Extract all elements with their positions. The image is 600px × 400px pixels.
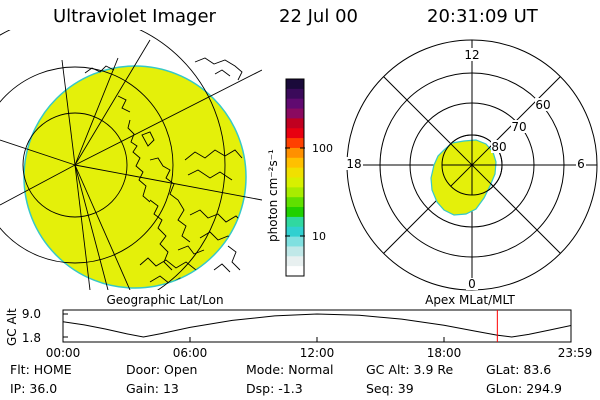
colorbar-segment [286,256,304,267]
date-label: 22 Jul 00 [279,6,358,27]
alt-tick-top: 9.0 [22,307,41,321]
status-gc-alt: GC Alt: 3.9 Re [366,362,454,377]
earth-disk [23,65,247,289]
status-glon: GLon: 294.9 [486,381,562,396]
status-ip: IP: 36.0 [10,381,58,396]
colorbar-segment [286,88,304,100]
mlt-label-0: 0 [468,277,476,291]
colorbar-segment [286,207,304,218]
orbit-altitude-line [63,313,571,338]
status-door: Door: Open [126,362,198,377]
colorbar-segment [286,246,304,257]
lat-label-70: 70 [511,120,526,134]
auroral-oval [430,139,497,216]
time-tick-3: 18:00 [427,346,462,360]
colorbar-segment [286,98,304,110]
colorbar-segment [286,147,304,159]
colorbar-segment [286,226,304,238]
alt-tick-bottom: 1.8 [22,331,41,345]
status-dsp: Dsp: -1.3 [246,381,303,396]
time-tick-0: 00:00 [46,346,81,360]
alt-axis-label: GC Alt [5,308,19,346]
colorbar-segment [286,157,304,169]
instrument-title: Ultraviolet Imager [53,6,216,27]
time-tick-1: 06:00 [173,346,208,360]
lat-label-80: 80 [491,140,506,154]
colorbar-segment [286,167,304,178]
colorbar-segment [286,187,304,198]
grid-lines [0,30,262,290]
time-label: 20:31:09 UT [427,6,538,27]
colorbar-ticks [285,147,305,237]
colorbar-segment [286,236,304,247]
colorbar-segment [286,266,304,277]
altitude-plot-ticks [63,313,445,342]
mlt-label-6: 6 [577,157,585,171]
colorbar-tick-10: 10 [312,230,326,243]
outside-coastlines [84,57,243,273]
colorbar-segment [286,108,304,119]
colorbar-frame [285,78,305,277]
colorbar-segment [286,197,304,208]
status-gain: Gain: 13 [126,381,179,396]
time-tick-4: 23:59 [558,346,593,360]
status-seq: Seq: 39 [366,381,414,396]
lat-label-60: 60 [535,98,550,112]
colorbar-tick-100: 100 [312,142,333,155]
status-mode: Mode: Normal [246,362,334,377]
status-glat: GLat: 83.6 [486,362,552,377]
colorbar-segment [286,177,304,188]
time-tick-2: 12:00 [300,346,335,360]
colorbar-segment [286,79,304,90]
status-flt: Flt: HOME [10,362,72,377]
polar-inner-grid [441,134,503,196]
color-scale-bar [285,78,305,277]
mlt-label-18: 18 [346,157,361,171]
colorbar-segment [286,216,304,228]
right-panel-caption: Apex MLat/MLT [425,293,515,307]
geographic-map [0,30,262,290]
colorbar-segment [286,138,304,149]
colorbar-unit-label: photon cm⁻²s⁻¹ [266,149,280,242]
colorbar-segment [286,128,304,139]
mlt-label-12: 12 [464,48,479,62]
left-panel-caption: Geographic Lat/Lon [106,293,223,307]
colorbar-segment [286,118,304,129]
